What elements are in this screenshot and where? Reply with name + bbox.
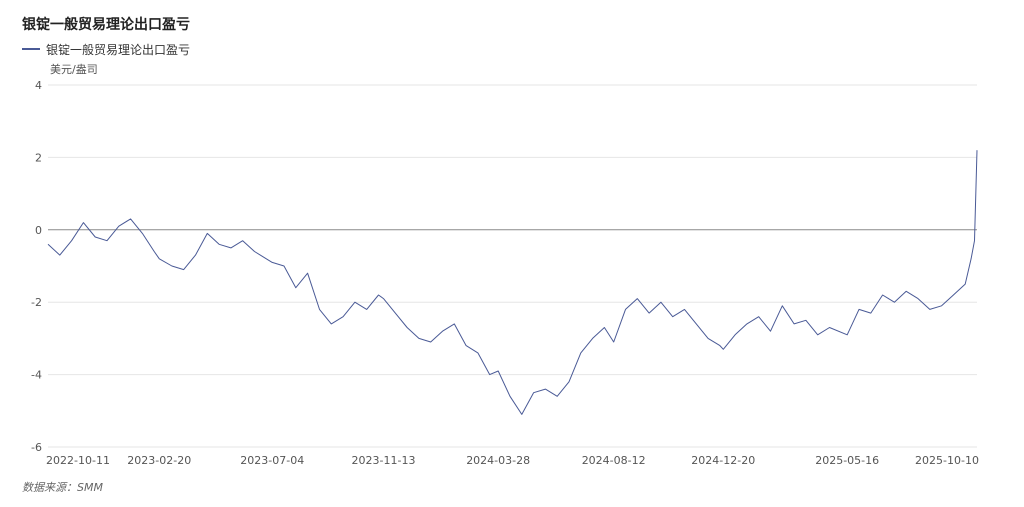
x-tick-label: 2024-12-20 (691, 454, 755, 467)
y-axis-unit: 美元/盎司 (50, 62, 98, 76)
y-tick-label: 4 (35, 79, 42, 92)
x-tick-label: 2024-03-28 (466, 454, 530, 467)
legend[interactable]: 银锭一般贸易理论出口盈亏 (22, 40, 190, 58)
series-line (47, 150, 978, 415)
y-tick-label: -4 (31, 369, 42, 382)
grid-lines (48, 84, 977, 448)
chart-title: 银锭一般贸易理论出口盈亏 (22, 17, 190, 33)
x-tick-label: 2025-10-10 (915, 454, 979, 467)
data-source: 数据来源：SMM (22, 481, 103, 494)
y-tick-label: -2 (31, 296, 42, 309)
y-axis-ticks: 4 2 0 -2 -4 -6 (31, 79, 42, 454)
y-tick-label: 2 (35, 151, 42, 164)
y-tick-label: 0 (35, 224, 42, 237)
legend-label: 银锭一般贸易理论出口盈亏 (46, 42, 191, 57)
x-axis-ticks: 2022-10-11 2023-02-20 2023-07-04 2023-11-13… (46, 454, 979, 467)
x-tick-label: 2023-11-13 (352, 454, 416, 467)
x-tick-label: 2023-07-04 (240, 454, 304, 467)
x-tick-label: 2025-05-16 (815, 454, 879, 467)
legend-line-icon (22, 48, 40, 50)
x-tick-label: 2024-08-12 (582, 454, 646, 467)
x-tick-label: 2022-10-11 (46, 454, 110, 467)
y-tick-label: -6 (31, 441, 42, 454)
x-tick-label: 2023-02-20 (127, 454, 191, 467)
